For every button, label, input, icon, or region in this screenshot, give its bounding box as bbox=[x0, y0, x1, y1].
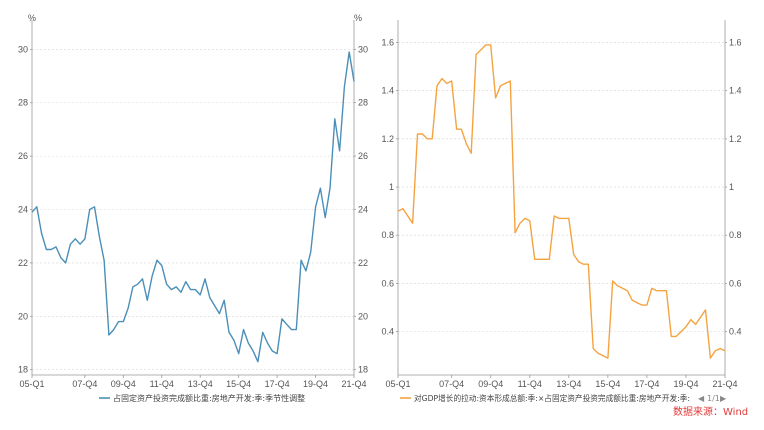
y-ticks-right: 0.4 0.6 0.8 1 1.2 1.4 1.6 bbox=[725, 37, 742, 337]
y-tick-label: 1.2 bbox=[381, 134, 394, 144]
x-tick-label: 21-Q4 bbox=[341, 379, 366, 389]
y-tick-label: 0.8 bbox=[729, 230, 742, 240]
x-tick-label: 15-Q4 bbox=[595, 379, 620, 389]
y-unit-right: % bbox=[354, 13, 362, 23]
y-tick-label: 0.4 bbox=[381, 327, 394, 337]
y-tick-label: 18 bbox=[18, 365, 28, 375]
x-tick-label: 09-Q4 bbox=[111, 379, 136, 389]
axes bbox=[397, 20, 726, 376]
legend[interactable]: 占固定资产投资完成额比重:房地产开发:季:季节性调整 bbox=[99, 393, 305, 403]
pager-next-icon[interactable]: ▶ bbox=[720, 394, 727, 403]
series-lines bbox=[397, 44, 726, 359]
y-tick-label: 1.4 bbox=[729, 86, 742, 96]
x-tick-label: 05-Q1 bbox=[385, 379, 410, 389]
x-tick-label: 09-Q4 bbox=[478, 379, 503, 389]
x-tick-label: 19-Q4 bbox=[303, 379, 328, 389]
y-tick-label: 18 bbox=[358, 365, 368, 375]
y-tick-label: 24 bbox=[358, 205, 368, 215]
gridlines bbox=[32, 49, 354, 370]
y-tick-label: 22 bbox=[358, 258, 368, 268]
gridlines bbox=[398, 42, 725, 332]
legend[interactable]: 对GDP增长的拉动:资本形成总额:季:×占固定资产投资完成额比重:房地产开发:季… bbox=[400, 393, 690, 403]
y-tick-label: 1 bbox=[729, 182, 734, 192]
y-tick-label: 1.4 bbox=[381, 86, 394, 96]
series-line bbox=[397, 44, 726, 359]
x-tick-label: 17-Q4 bbox=[265, 379, 290, 389]
y-tick-label: 0.4 bbox=[729, 327, 742, 337]
pager-prev-icon[interactable]: ◀ bbox=[698, 394, 705, 403]
y-tick-label: 26 bbox=[18, 151, 28, 161]
y-tick-label: 28 bbox=[358, 98, 368, 108]
legend-label: 对GDP增长的拉动:资本形成总额:季:×占固定资产投资完成额比重:房地产开发:季… bbox=[414, 393, 690, 403]
y-ticks-left: 0.4 0.6 0.8 1 1.2 1.4 1.6 bbox=[381, 37, 398, 337]
y-tick-label: 20 bbox=[358, 311, 368, 321]
y-ticks-right: 18 20 22 24 26 28 30 bbox=[354, 44, 368, 375]
x-tick-label: 19-Q4 bbox=[673, 379, 698, 389]
chart-right: 0.40.60.811.21.41.6 0.40.60.811.21.41.6 … bbox=[381, 20, 742, 403]
x-tick-label: 07-Q4 bbox=[72, 379, 97, 389]
x-tick-label: 21-Q4 bbox=[712, 379, 737, 389]
y-tick-label: 22 bbox=[18, 258, 28, 268]
y-tick-label: 20 bbox=[18, 311, 28, 321]
y-tick-label: 1.6 bbox=[729, 37, 742, 47]
legend-pager[interactable]: ◀ 1/1 ▶ bbox=[698, 394, 727, 403]
y-tick-label: 24 bbox=[18, 205, 28, 215]
x-tick-label: 05-Q1 bbox=[19, 379, 44, 389]
series-lines bbox=[31, 51, 355, 363]
x-tick-label: 11-Q4 bbox=[518, 379, 542, 389]
y-tick-label: 28 bbox=[18, 98, 28, 108]
x-ticks: 05-Q1 07-Q4 09-Q4 11-Q4 13-Q4 15-Q4 17-Q4 19-Q4… bbox=[385, 375, 738, 389]
legend-label: 占固定资产投资完成额比重:房地产开发:季:季节性调整 bbox=[113, 393, 305, 403]
y-tick-label: 0.6 bbox=[381, 278, 394, 288]
x-tick-label: 13-Q4 bbox=[188, 379, 213, 389]
series-line bbox=[31, 51, 355, 363]
y-tick-label: 0.8 bbox=[381, 230, 394, 240]
y-tick-label: 26 bbox=[358, 151, 368, 161]
pager-status: 1/1 bbox=[707, 394, 720, 403]
x-tick-label: 07-Q4 bbox=[439, 379, 464, 389]
y-tick-label: 1.6 bbox=[381, 37, 394, 47]
y-tick-label: 30 bbox=[18, 44, 28, 54]
y-ticks-left: 18 20 22 24 26 28 30 bbox=[18, 44, 32, 375]
source-note: 数据来源：Wind bbox=[673, 405, 748, 418]
x-tick-label: 13-Q4 bbox=[556, 379, 581, 389]
x-tick-label: 15-Q4 bbox=[226, 379, 251, 389]
y-tick-label: 1 bbox=[389, 182, 394, 192]
y-tick-label: 1.2 bbox=[729, 134, 742, 144]
y-tick-label: 30 bbox=[358, 44, 368, 54]
x-tick-label: 11-Q4 bbox=[150, 379, 174, 389]
x-ticks: 05-Q1 07-Q4 09-Q4 11-Q4 13-Q4 15-Q4 17-Q4 19-Q4… bbox=[19, 375, 367, 389]
y-tick-label: 0.6 bbox=[729, 278, 742, 288]
x-tick-label: 17-Q4 bbox=[634, 379, 659, 389]
y-unit-left: % bbox=[28, 13, 36, 23]
axes bbox=[31, 20, 355, 376]
